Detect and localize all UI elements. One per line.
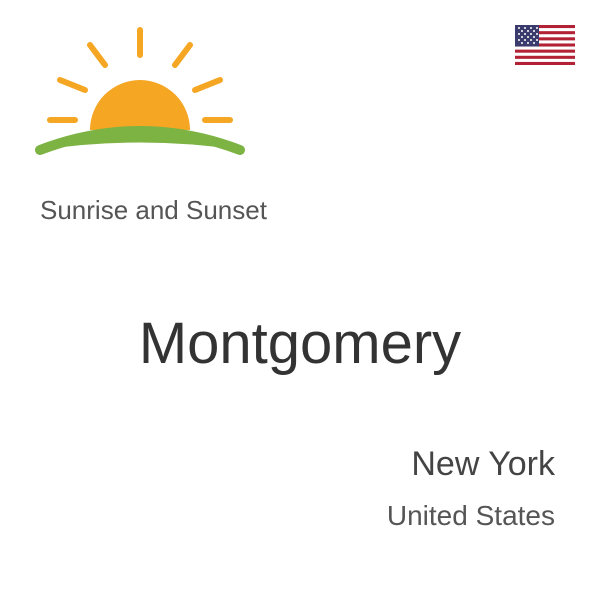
sunrise-icon [30, 20, 250, 180]
state-name: New York [411, 445, 555, 484]
us-flag-icon [515, 25, 575, 65]
sunrise-logo [30, 20, 250, 180]
tagline-text: Sunrise and Sunset [40, 195, 267, 226]
country-name: United States [387, 500, 555, 532]
country-flag [515, 25, 575, 65]
city-name: Montgomery [0, 310, 600, 377]
